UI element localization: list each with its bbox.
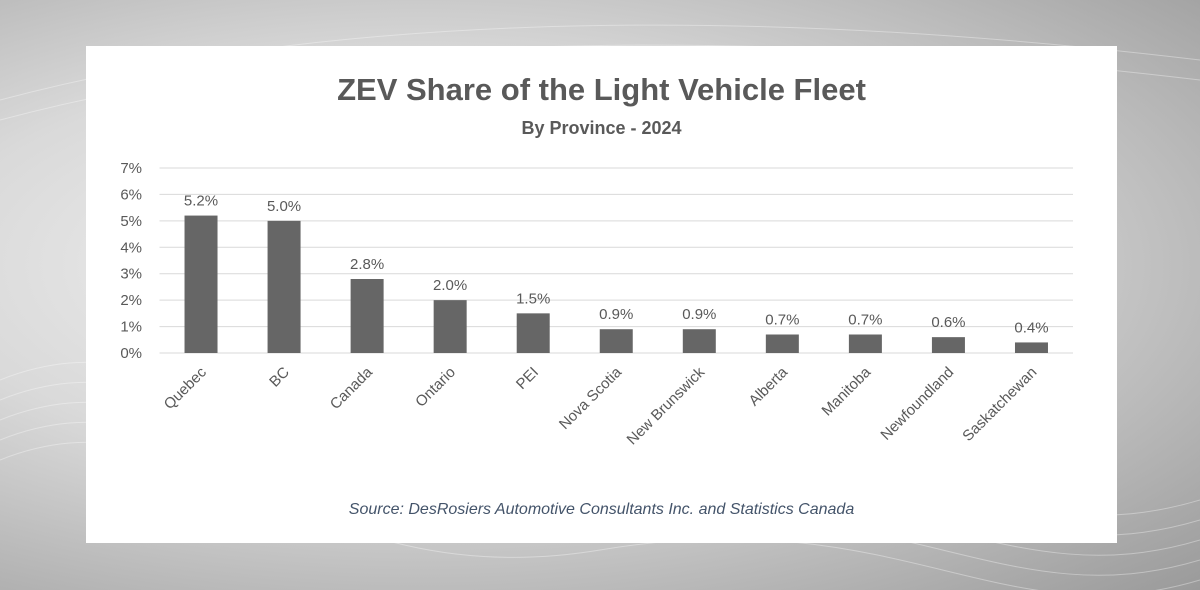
- data-label: 0.6%: [931, 314, 965, 331]
- x-tick-label: Canada: [327, 363, 377, 413]
- y-tick-label: 2%: [120, 292, 142, 309]
- x-tick-label: New Brunswick: [624, 363, 709, 448]
- bar-chart: 0% 1% 2% 3% 4% 5% 6% 7% 5.2% Quebec 5.0% BC 2.8% Cana…: [120, 160, 1073, 448]
- bar: [516, 313, 550, 353]
- y-tick-label: 7%: [120, 160, 142, 177]
- bar: [433, 300, 467, 353]
- y-tick-label: 5%: [120, 213, 142, 230]
- chart-subtitle: By Province - 2024: [521, 118, 682, 138]
- chart-card: ZEV Share of the Light Vehicle Fleet By …: [86, 46, 1117, 543]
- x-tick-label: Manitoba: [819, 363, 875, 419]
- chart-title: ZEV Share of the Light Vehicle Fleet: [337, 72, 866, 107]
- bar: [1014, 342, 1048, 353]
- bar: [267, 220, 301, 353]
- data-label: 2.0%: [433, 277, 467, 294]
- data-label: 2.8%: [350, 256, 384, 273]
- data-label: 5.2%: [184, 193, 218, 210]
- y-tick-label: 0%: [120, 345, 142, 362]
- x-tick-label: Alberta: [746, 363, 792, 409]
- data-label: 0.4%: [1014, 319, 1048, 336]
- y-tick-label: 3%: [120, 266, 142, 283]
- data-label: 1.5%: [516, 290, 550, 307]
- bar: [848, 334, 882, 353]
- bar: [184, 215, 218, 353]
- data-label: 0.7%: [765, 312, 799, 329]
- y-tick-label: 4%: [120, 239, 142, 256]
- x-tick-label: Nova Scotia: [556, 363, 626, 433]
- x-tick-label: Saskatchewan: [959, 364, 1040, 445]
- x-tick-label: Ontario: [412, 364, 459, 411]
- bar: [350, 279, 384, 353]
- x-tick-label: BC: [266, 364, 293, 391]
- data-label: 5.0%: [267, 198, 301, 215]
- y-tick-label: 1%: [120, 319, 142, 336]
- bar: [765, 334, 799, 353]
- x-tick-label: PEI: [513, 364, 542, 393]
- x-tick-label: Quebec: [161, 363, 211, 413]
- data-label: 0.9%: [599, 306, 633, 323]
- y-tick-label: 6%: [120, 186, 142, 203]
- bar: [931, 337, 965, 353]
- source-note: Source: DesRosiers Automotive Consultant…: [348, 501, 855, 518]
- bar: [682, 329, 716, 353]
- data-label: 0.7%: [848, 312, 882, 329]
- x-tick-label: Newfoundland: [877, 364, 957, 444]
- data-label: 0.9%: [682, 306, 716, 323]
- bar: [599, 329, 633, 353]
